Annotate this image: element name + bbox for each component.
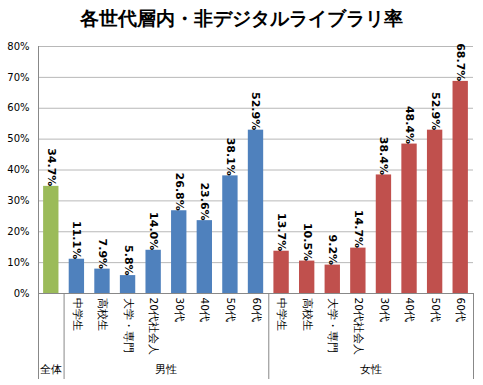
svg-text:60代: 60代 bbox=[455, 298, 467, 322]
svg-text:11.1%: 11.1% bbox=[70, 221, 83, 259]
svg-text:40代: 40代 bbox=[199, 298, 211, 322]
svg-text:50代: 50代 bbox=[225, 298, 237, 322]
svg-text:50代: 50代 bbox=[430, 298, 442, 322]
svg-text:20代社会人: 20代社会人 bbox=[353, 298, 365, 355]
svg-text:中学生: 中学生 bbox=[72, 298, 84, 331]
svg-text:50%: 50% bbox=[7, 133, 29, 144]
svg-text:70%: 70% bbox=[7, 72, 29, 83]
svg-text:高校生: 高校生 bbox=[97, 298, 109, 331]
svg-text:20%: 20% bbox=[7, 226, 29, 237]
svg-text:48.4%: 48.4% bbox=[403, 106, 416, 144]
html-text:各世代層内・非デジタルライブラリ率: 各世代層内・非デジタルライブラリ率 bbox=[80, 7, 403, 29]
svg-text:0%: 0% bbox=[14, 288, 30, 299]
svg-text:20代社会人: 20代社会人 bbox=[148, 298, 160, 355]
svg-text:38.1%: 38.1% bbox=[224, 138, 237, 176]
svg-text:60代: 60代 bbox=[251, 298, 263, 322]
svg-text:全体: 全体 bbox=[40, 363, 62, 376]
svg-text:30%: 30% bbox=[7, 195, 29, 206]
svg-text:30代: 30代 bbox=[379, 298, 391, 322]
svg-text:高校生: 高校生 bbox=[302, 298, 314, 331]
svg-text:13.7%: 13.7% bbox=[275, 213, 288, 251]
svg-text:40%: 40% bbox=[7, 164, 29, 175]
svg-text:大学・専門: 大学・専門 bbox=[327, 298, 339, 353]
svg-text:30代: 30代 bbox=[174, 298, 186, 322]
svg-text:7.9%: 7.9% bbox=[96, 239, 109, 270]
svg-text:14.7%: 14.7% bbox=[352, 210, 365, 248]
svg-text:60%: 60% bbox=[7, 102, 29, 113]
svg-text:10%: 10% bbox=[7, 257, 29, 268]
svg-text:中学生: 中学生 bbox=[276, 298, 288, 331]
svg-text:14.0%: 14.0% bbox=[147, 212, 160, 250]
svg-text:40代: 40代 bbox=[404, 298, 416, 322]
svg-text:68.7%: 68.7% bbox=[454, 43, 467, 81]
svg-text:女性: 女性 bbox=[360, 363, 382, 376]
svg-text:38.4%: 38.4% bbox=[377, 137, 390, 175]
svg-text:52.9%: 52.9% bbox=[429, 92, 442, 130]
svg-text:男性: 男性 bbox=[155, 363, 177, 376]
svg-text:26.8%: 26.8% bbox=[173, 173, 186, 211]
svg-text:80%: 80% bbox=[7, 41, 29, 52]
svg-text:34.7%: 34.7% bbox=[45, 148, 58, 186]
svg-text:23.6%: 23.6% bbox=[198, 182, 211, 220]
svg-text:大学・専門: 大学・専門 bbox=[123, 298, 135, 353]
svg-text:10.5%: 10.5% bbox=[301, 223, 314, 261]
svg-text:52.9%: 52.9% bbox=[249, 92, 262, 130]
svg-text:5.8%: 5.8% bbox=[122, 245, 135, 276]
svg-text:9.2%: 9.2% bbox=[326, 235, 339, 266]
